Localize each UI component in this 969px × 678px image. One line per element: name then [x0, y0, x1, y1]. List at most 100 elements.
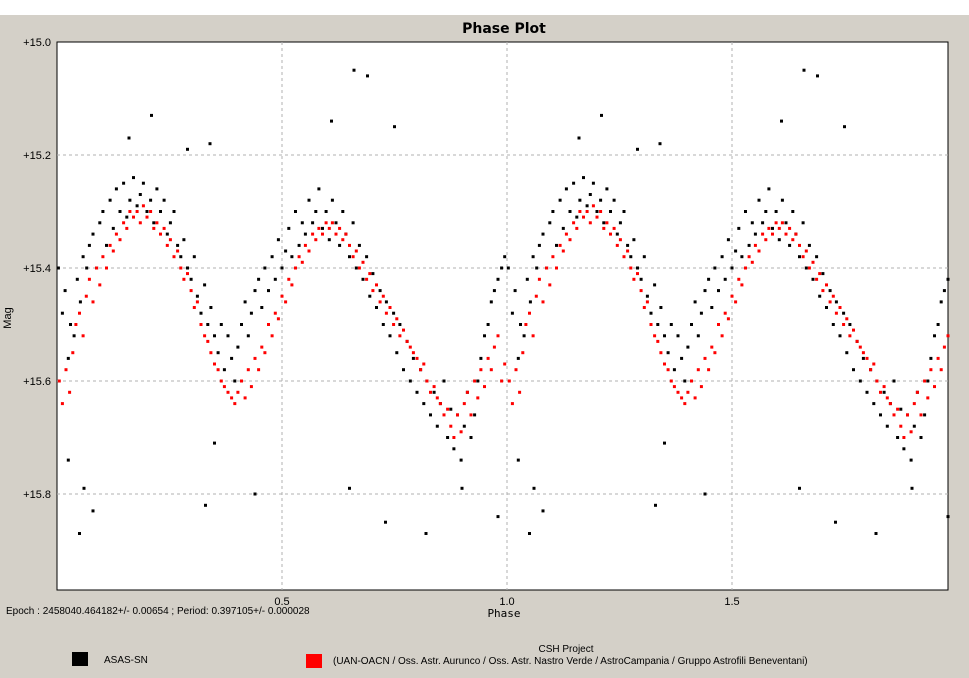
data-point-asassn	[525, 277, 529, 281]
data-point-uan	[699, 385, 703, 389]
data-point-asassn	[182, 238, 186, 242]
data-point-uan	[344, 232, 348, 236]
data-point-uan	[618, 238, 622, 242]
data-point-asassn	[595, 210, 599, 213]
data-point-uan	[408, 345, 412, 349]
data-point-asassn	[531, 255, 535, 259]
data-point-uan	[612, 226, 616, 230]
data-point-uan	[747, 255, 751, 259]
data-point-asassn	[479, 356, 483, 360]
data-point-asassn	[602, 221, 606, 225]
data-point-asassn	[371, 272, 375, 276]
data-point-uan	[899, 424, 903, 428]
x-tick-label: 1.5	[724, 596, 739, 608]
data-point-uan	[489, 368, 493, 372]
data-point-asassn	[118, 210, 122, 213]
legend-label-uan: (UAN-OACN / Oss. Astr. Aurunco / Oss. As…	[333, 656, 808, 667]
data-point-asassn	[230, 356, 234, 360]
data-point-uan	[801, 255, 805, 259]
data-point-asassn	[632, 238, 636, 242]
data-point-asassn	[572, 181, 576, 185]
data-point-uan	[690, 379, 693, 383]
data-point-uan	[545, 266, 549, 270]
data-point-asassn	[828, 289, 832, 293]
title-band	[0, 0, 969, 15]
data-point-asassn	[108, 198, 112, 202]
data-point-asassn	[892, 379, 896, 383]
data-point-asassn	[176, 243, 180, 247]
data-point-uan	[324, 221, 328, 225]
data-point-uan	[676, 390, 680, 394]
data-point-uan	[203, 334, 207, 338]
data-point-asassn	[226, 334, 230, 338]
data-point-uan	[663, 362, 666, 366]
data-point-asassn	[582, 176, 585, 180]
data-point-asassn	[834, 520, 837, 524]
data-point-asassn	[138, 193, 142, 196]
data-point-uan	[771, 232, 774, 236]
y-tick-label: +15.2	[23, 150, 51, 162]
data-point-uan	[64, 368, 68, 372]
data-point-uan	[280, 294, 284, 298]
data-point-asassn	[720, 255, 724, 259]
data-point-uan	[368, 272, 372, 276]
data-point-asassn	[818, 294, 822, 298]
data-point-asassn	[807, 243, 811, 247]
data-point-uan	[798, 243, 801, 247]
data-point-uan	[341, 238, 345, 242]
data-point-asassn	[683, 379, 687, 383]
data-point-uan	[834, 311, 838, 315]
data-point-asassn	[408, 379, 412, 383]
data-point-uan	[541, 300, 545, 304]
data-point-uan	[395, 317, 399, 321]
data-point-asassn	[774, 210, 778, 213]
data-point-uan	[149, 210, 153, 213]
data-point-uan	[145, 215, 149, 219]
data-point-asassn	[777, 238, 781, 242]
data-point-uan	[842, 323, 846, 326]
data-point-asassn	[929, 356, 933, 360]
data-point-asassn	[85, 266, 89, 270]
data-point-uan	[686, 390, 690, 394]
data-point-asassn	[56, 266, 60, 270]
data-point-asassn	[767, 187, 771, 191]
data-point-asassn	[699, 311, 703, 315]
data-point-asassn	[585, 204, 589, 208]
data-point-asassn	[334, 221, 338, 225]
data-point-uan	[629, 266, 633, 270]
data-point-uan	[176, 249, 180, 253]
data-point-asassn	[469, 436, 473, 439]
data-point-asassn	[561, 226, 565, 230]
data-point-uan	[84, 294, 88, 298]
data-point-asassn	[618, 221, 622, 225]
data-point-asassn	[135, 204, 139, 208]
data-point-asassn	[388, 334, 392, 338]
data-point-asassn	[149, 198, 153, 202]
data-point-uan	[599, 210, 603, 213]
data-point-asassn	[317, 187, 321, 191]
data-point-uan	[419, 368, 423, 372]
data-point-asassn	[192, 255, 196, 259]
data-point-asassn	[707, 277, 711, 281]
data-point-asassn	[831, 323, 835, 326]
chart-title: Phase Plot	[462, 21, 546, 37]
data-point-asassn	[128, 198, 132, 202]
data-point-asassn	[882, 390, 886, 394]
data-point-asassn	[290, 255, 294, 259]
data-point-asassn	[672, 368, 676, 372]
data-point-uan	[246, 368, 250, 372]
data-point-uan	[750, 260, 754, 264]
data-point-uan	[645, 300, 649, 304]
data-point-uan	[906, 413, 909, 417]
data-point-uan	[845, 317, 849, 321]
data-point-asassn	[449, 407, 453, 411]
legend-swatch-uan	[306, 654, 322, 668]
data-point-asassn	[172, 210, 176, 213]
data-point-asassn	[189, 277, 193, 281]
data-point-asassn	[263, 266, 267, 270]
data-point-uan	[98, 283, 102, 287]
data-point-uan	[669, 379, 673, 383]
data-point-asassn	[294, 210, 297, 213]
data-point-uan	[294, 266, 297, 270]
data-point-uan	[321, 232, 324, 236]
